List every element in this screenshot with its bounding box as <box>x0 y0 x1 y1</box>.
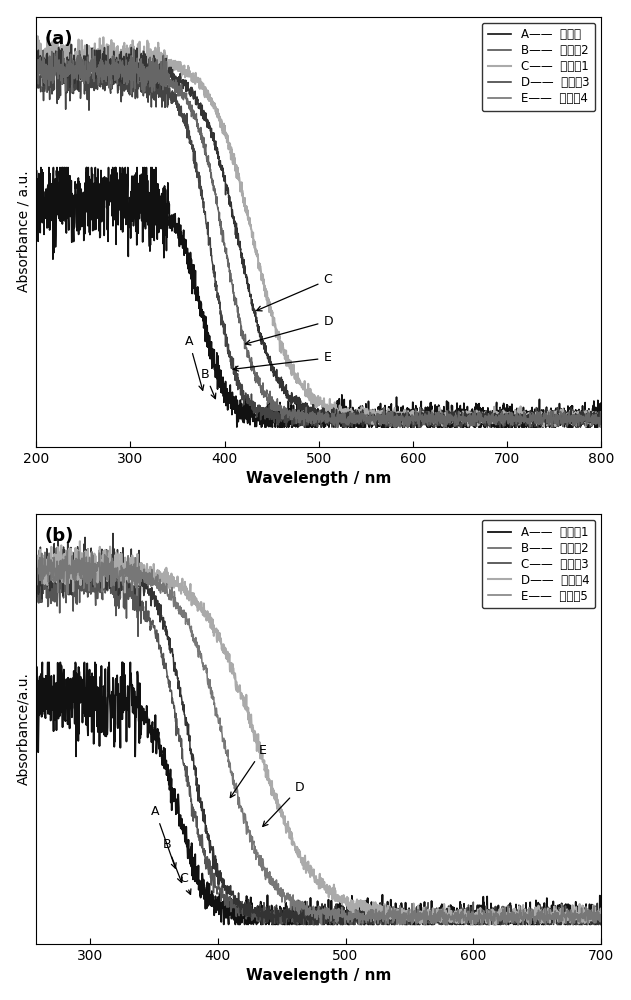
Y-axis label: Absorbance/a.u.: Absorbance/a.u. <box>16 672 31 785</box>
X-axis label: Wavelength / nm: Wavelength / nm <box>246 968 391 983</box>
Legend: A——  对照例, B——  实施例2, C——  实施例1, D——  实施例3, E——  实施例4: A—— 对照例, B—— 实施例2, C—— 实施例1, D—— 实施例3, E… <box>482 23 595 111</box>
Y-axis label: Absorbance / a.u.: Absorbance / a.u. <box>16 171 31 292</box>
Legend: A——  对比例1, B——  对比例2, C——  对比例3, D——  对比例4, E——  对比例5: A—— 对比例1, B—— 对比例2, C—— 对比例3, D—— 对比例4, … <box>481 520 595 608</box>
Text: C: C <box>179 872 191 894</box>
Text: E: E <box>230 744 266 798</box>
Text: A: A <box>185 335 204 390</box>
Text: B: B <box>201 368 216 399</box>
Text: C: C <box>257 273 332 311</box>
Text: B: B <box>163 838 182 883</box>
Text: D: D <box>245 315 333 345</box>
Text: (a): (a) <box>45 30 73 48</box>
Text: (b): (b) <box>45 527 74 545</box>
Text: A: A <box>151 805 176 868</box>
Text: E: E <box>233 351 331 371</box>
Text: D: D <box>262 781 304 826</box>
X-axis label: Wavelength / nm: Wavelength / nm <box>246 471 391 486</box>
